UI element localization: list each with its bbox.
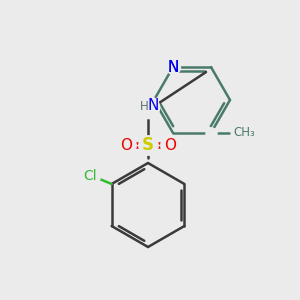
Text: O: O	[120, 137, 132, 152]
Text: CH₃: CH₃	[233, 126, 255, 140]
Text: Cl: Cl	[83, 169, 96, 183]
Text: O: O	[164, 137, 176, 152]
Text: N: N	[167, 60, 179, 75]
Text: N: N	[167, 60, 179, 75]
Text: S: S	[142, 136, 154, 154]
Text: H: H	[140, 100, 148, 112]
Text: N: N	[147, 98, 159, 113]
